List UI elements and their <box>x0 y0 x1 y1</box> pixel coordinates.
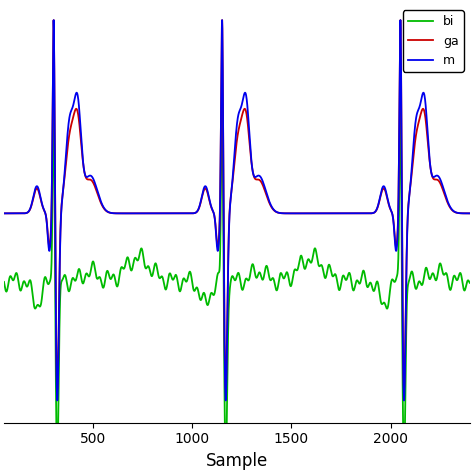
m <box>394 237 400 243</box>
bi <box>219 91 225 97</box>
Line: m: m <box>0 20 470 401</box>
ga <box>57 242 63 248</box>
ga <box>394 235 400 240</box>
bi <box>28 279 34 285</box>
bi <box>467 280 473 285</box>
ga <box>467 210 473 216</box>
m <box>467 210 473 216</box>
bi <box>207 293 213 299</box>
Legend: bi, ga, m: bi, ga, m <box>403 10 464 72</box>
ga <box>28 204 34 210</box>
m <box>55 398 60 403</box>
bi <box>401 464 407 469</box>
bi <box>394 273 400 278</box>
bi <box>44 277 49 283</box>
m <box>208 201 213 207</box>
m <box>28 204 34 210</box>
Line: ga: ga <box>0 20 470 389</box>
m <box>44 216 49 222</box>
bi <box>57 314 63 320</box>
m <box>51 17 56 23</box>
ga <box>4 210 10 216</box>
Line: bi: bi <box>0 94 470 466</box>
X-axis label: Sample: Sample <box>206 452 268 470</box>
ga <box>44 216 49 221</box>
ga <box>51 17 56 23</box>
m <box>57 246 63 252</box>
m <box>4 210 10 216</box>
ga <box>208 202 213 208</box>
bi <box>4 286 10 292</box>
ga <box>55 386 60 392</box>
